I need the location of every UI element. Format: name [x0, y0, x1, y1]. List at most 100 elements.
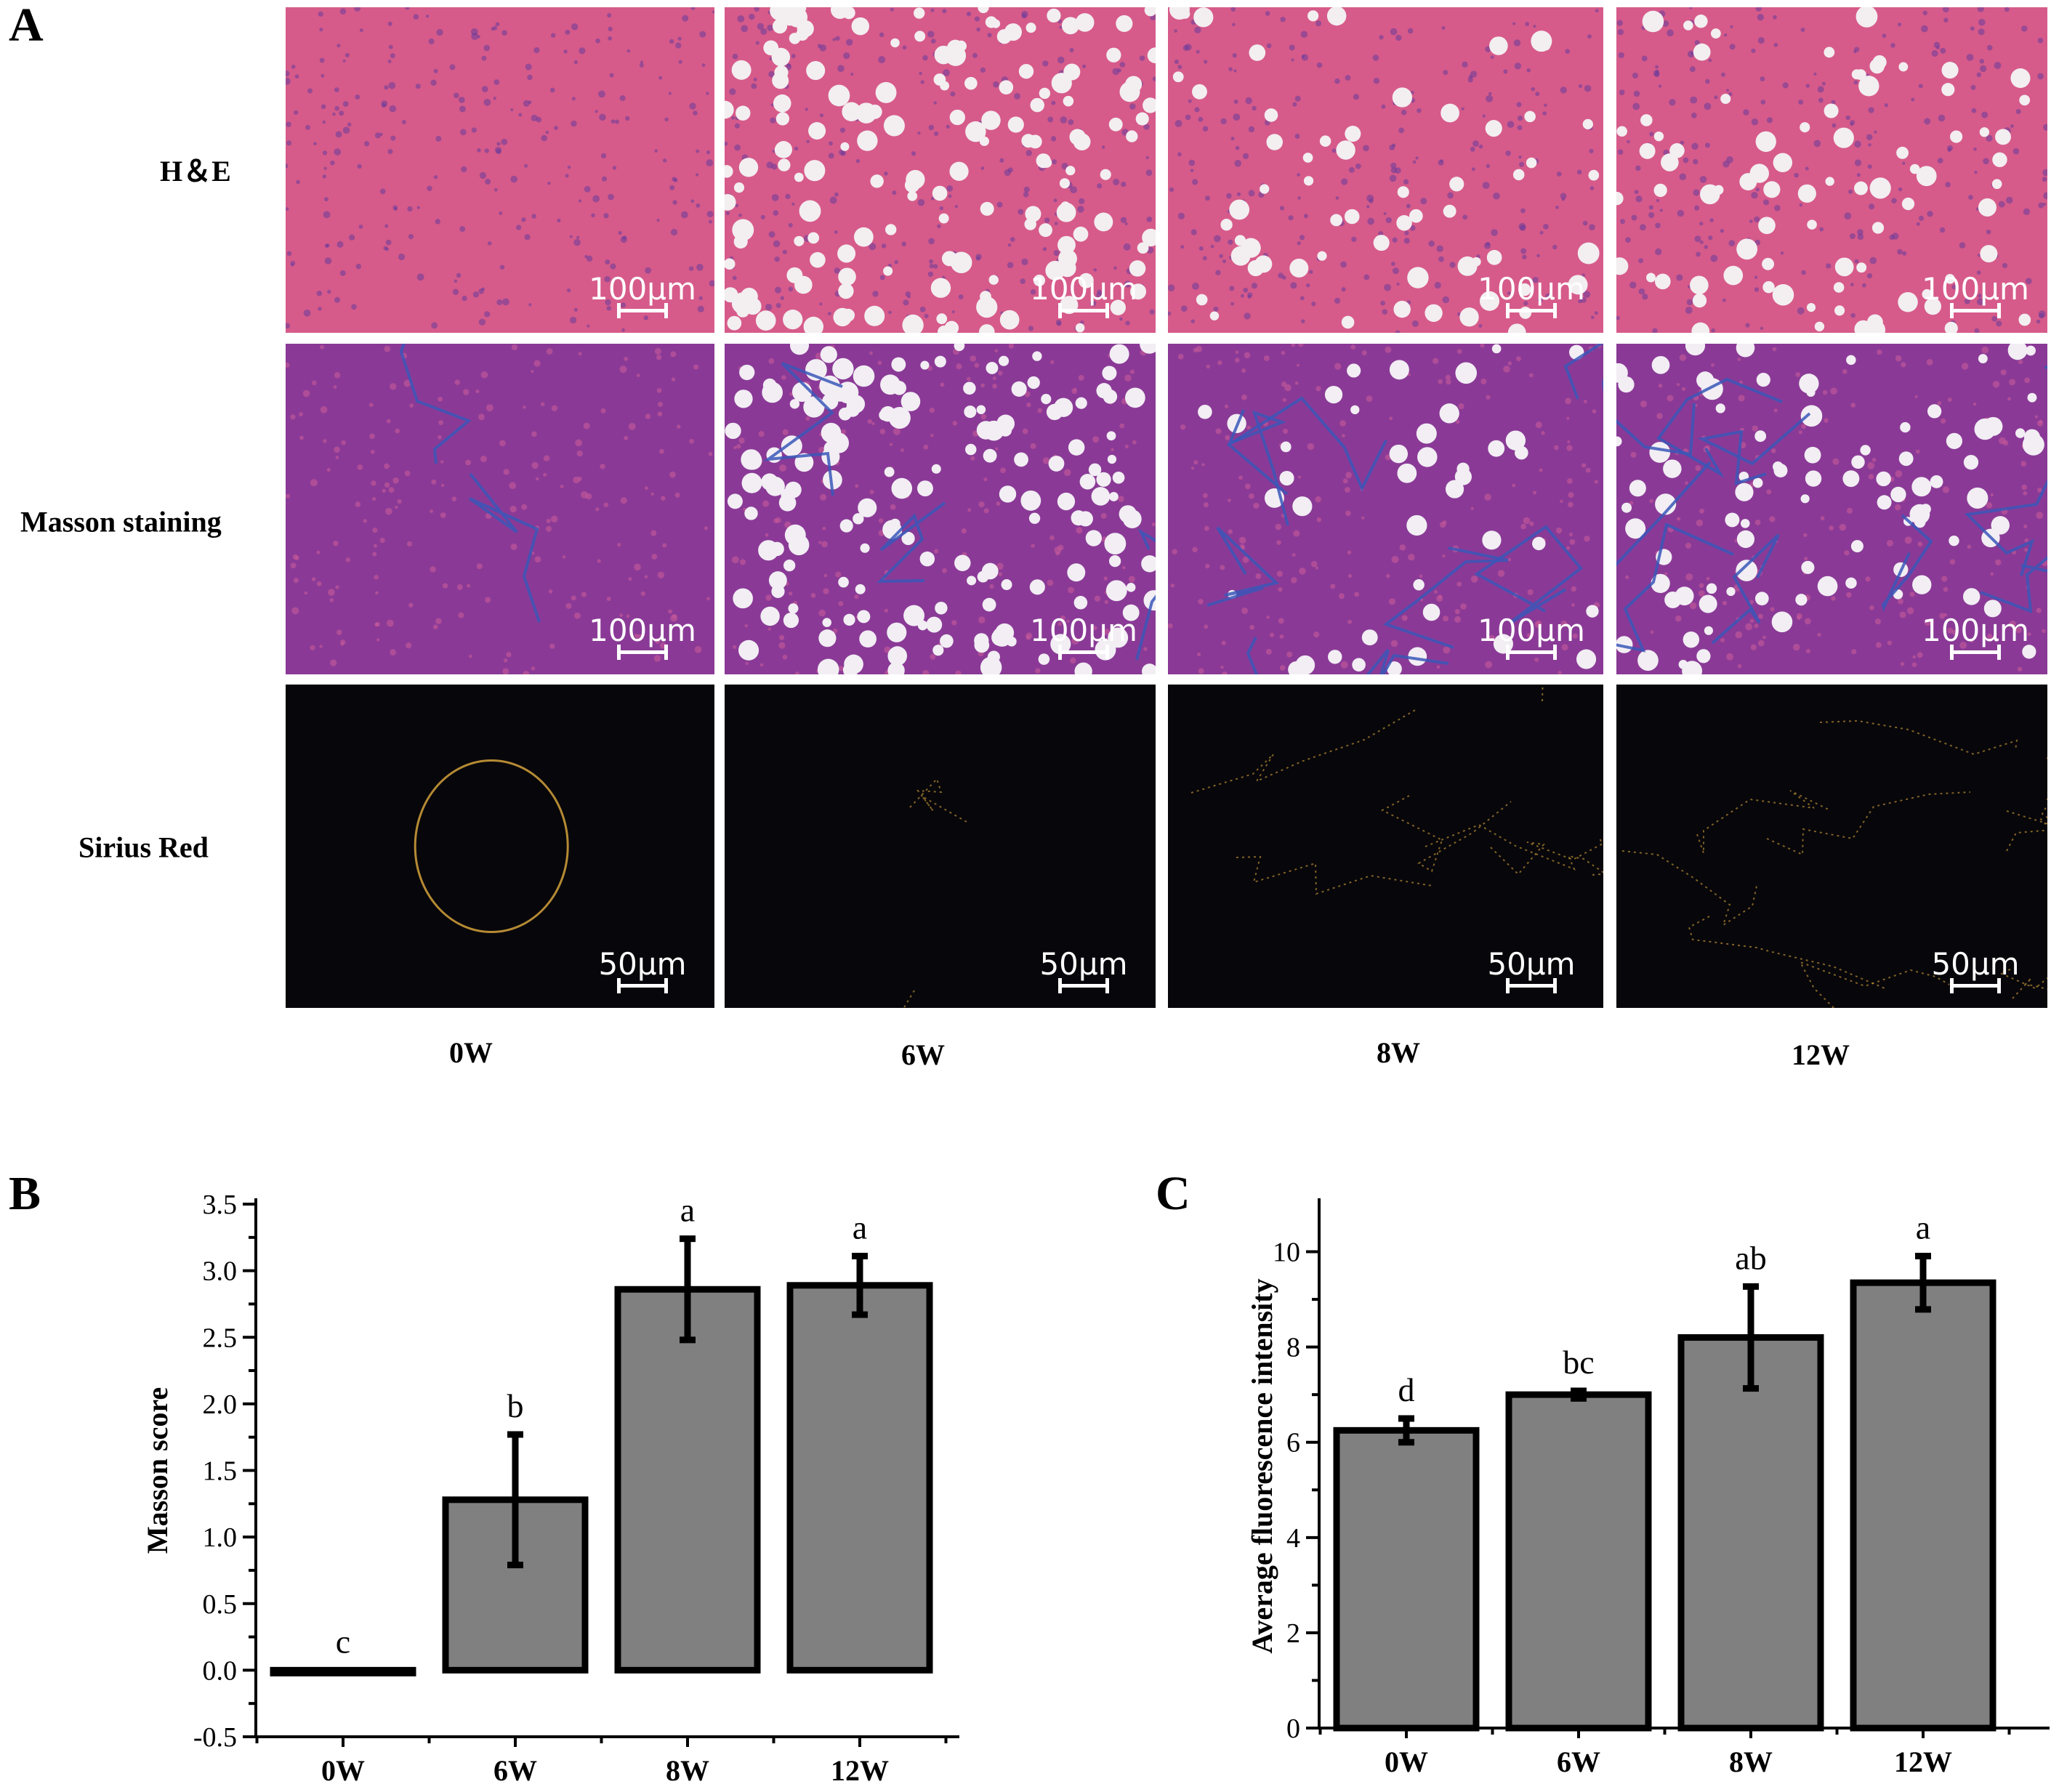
y-tick-label: 1.5	[203, 1456, 238, 1487]
col-label-0w: 0W	[449, 1036, 493, 1069]
scale-bar-line	[617, 978, 668, 993]
scale-bar-label: 100μm	[1030, 613, 1137, 648]
micrograph-texture	[725, 7, 1156, 333]
micrograph-sirius-red-8w: 50μm	[1168, 685, 1603, 1008]
scale-bar: 100μm	[589, 616, 696, 660]
x-tick-label: 6W	[493, 1754, 537, 1787]
row-label-masson: Masson staining	[20, 505, 222, 538]
micrograph-texture	[286, 685, 714, 1008]
scale-bar: 100μm	[1478, 274, 1585, 318]
significance-letter: a	[853, 1208, 867, 1246]
col-label-8w: 8W	[1377, 1036, 1420, 1069]
scale-bar-line	[1506, 645, 1557, 660]
micrograph-sirius-red-6w: 50μm	[725, 685, 1156, 1008]
col-label-12w: 12W	[1792, 1038, 1850, 1071]
scale-bar-label: 50μm	[1487, 946, 1576, 982]
scale-bar: 100μm	[1030, 616, 1137, 660]
bar-12w	[1850, 1279, 1996, 1732]
scale-bar: 50μm	[1036, 946, 1131, 993]
micrograph-masson-8w: 100μm	[1168, 344, 1603, 674]
significance-letter: b	[507, 1387, 524, 1424]
x-tick-label: 12W	[831, 1754, 889, 1787]
x-tick-label: 8W	[1729, 1745, 1773, 1778]
micrograph-texture	[286, 7, 714, 333]
scale-bar-line	[1506, 303, 1557, 318]
scale-bar-label: 100μm	[1478, 271, 1585, 307]
x-tick-label: 12W	[1894, 1745, 1952, 1778]
significance-letter: a	[680, 1192, 695, 1229]
y-axis-label: Average fluorescence intensity	[1246, 1278, 1278, 1653]
micrograph-masson-12w: 100μm	[1616, 344, 2047, 674]
significance-letter: d	[1398, 1371, 1415, 1408]
micrograph-sirius-red-12w: 50μm	[1616, 685, 2047, 1008]
y-axis-label: Masson score	[141, 1387, 174, 1554]
y-tick-label: 2	[1286, 1618, 1300, 1649]
bar-6w	[1505, 1391, 1652, 1732]
significance-letter: c	[336, 1623, 350, 1660]
scale-bar-label: 100μm	[1922, 271, 2029, 307]
y-tick-label: 3.0	[203, 1256, 238, 1287]
y-tick-label: 0.5	[203, 1589, 238, 1620]
micrograph-texture	[1616, 344, 2047, 674]
scale-bar-label: 100μm	[1030, 271, 1137, 307]
scale-bar-line	[1058, 645, 1109, 660]
micrograph-texture	[1168, 7, 1603, 333]
scale-bar-label: 100μm	[589, 271, 696, 307]
scale-bar-label: 100μm	[1478, 613, 1585, 648]
row-label-he: H＆E	[160, 155, 231, 187]
x-tick-label: 0W	[1385, 1745, 1428, 1778]
y-tick-label: 4	[1286, 1523, 1300, 1554]
y-tick-label: 2.0	[203, 1389, 238, 1420]
scale-bar-line	[1058, 303, 1109, 318]
row-label-sirius: Sirius Red	[78, 831, 209, 864]
scale-bar-line	[1950, 978, 2001, 993]
scale-bar: 100μm	[589, 274, 696, 318]
x-tick-label: 6W	[1557, 1745, 1600, 1778]
micrograph-masson-0w: 100μm	[286, 344, 714, 674]
micrograph-masson-6w: 100μm	[725, 344, 1156, 674]
micrograph-sirius-red-0w: 50μm	[286, 685, 714, 1008]
micrograph-texture	[725, 685, 1156, 1008]
bar-8w	[614, 1286, 761, 1674]
scale-bar-line	[1506, 978, 1557, 993]
bar-0w	[1333, 1426, 1480, 1732]
scale-bar: 100μm	[1922, 616, 2029, 660]
x-tick-label: 8W	[666, 1754, 709, 1787]
y-tick-label: 3.5	[203, 1190, 238, 1220]
micrograph-texture	[1168, 685, 1603, 1008]
scale-bar-line	[617, 303, 668, 318]
panel-letter-b: B	[9, 1167, 41, 1220]
micrograph-he-8w: 100μm	[1168, 7, 1603, 333]
scale-bar-label: 50μm	[1039, 946, 1128, 982]
scale-bar-label: 50μm	[598, 946, 687, 982]
y-tick-label: 2.5	[203, 1323, 238, 1353]
scale-bar: 50μm	[1484, 946, 1579, 993]
panel-letter-c: C	[1156, 1167, 1190, 1220]
y-tick-label: -0.5	[193, 1722, 237, 1753]
bar-0w	[270, 1666, 416, 1676]
scale-bar-line	[1058, 978, 1109, 993]
bar-8w	[1677, 1334, 1824, 1732]
micrograph-he-6w: 100μm	[725, 7, 1156, 333]
scale-bar-label: 100μm	[589, 613, 696, 648]
scale-bar-line	[617, 645, 668, 660]
scale-bar: 100μm	[1922, 274, 2029, 318]
y-tick-label: 8	[1286, 1333, 1300, 1363]
micrograph-texture	[1168, 344, 1603, 674]
scale-bar: 100μm	[1030, 274, 1137, 318]
micrograph-texture	[725, 344, 1156, 674]
y-tick-label: 0.0	[203, 1655, 238, 1686]
chart-c-fluorescence: 0 2 4 6 8 10 d 0W bc 6W ab 8W a 12W Average fluorescen…	[1228, 1177, 2059, 1788]
y-tick-label: 1.0	[203, 1522, 238, 1553]
scale-bar-label: 50μm	[1931, 946, 2020, 982]
micrograph-texture	[1616, 7, 2047, 333]
scale-bar-line	[1950, 645, 2001, 660]
chart-b-masson-score: -0.5 0.0 0.5 1.0 1.5 2.0 2.5 3.0 3.5 c 0W b 6W a 8W a 12…	[131, 1177, 974, 1788]
x-tick-label: 0W	[321, 1754, 365, 1787]
chart-b-svg: -0.5 0.0 0.5 1.0 1.5 2.0 2.5 3.0 3.5 c 0W b 6W a 8W a 12…	[141, 1190, 959, 1787]
scale-bar: 100μm	[1478, 616, 1585, 660]
significance-letter: a	[1916, 1208, 1930, 1246]
panel-letter-a: A	[9, 0, 44, 52]
y-tick-label: 10	[1273, 1238, 1300, 1268]
micrograph-he-12w: 100μm	[1616, 7, 2047, 333]
